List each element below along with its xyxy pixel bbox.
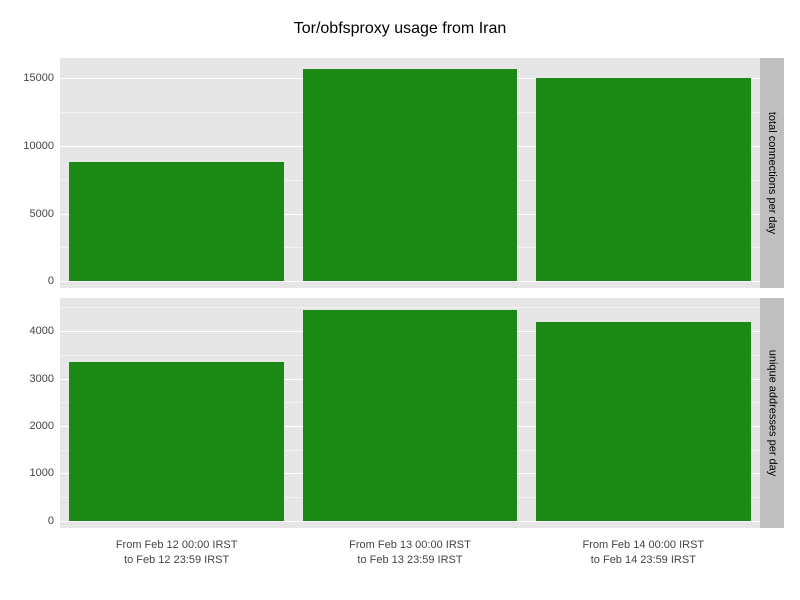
y-axis-tick: 10000 — [23, 140, 54, 152]
gridline — [60, 281, 760, 282]
y-axis-tick: 2000 — [30, 420, 54, 432]
panel-unique-addresses: 01000200030004000 — [60, 298, 760, 528]
y-axis-tick: 1000 — [30, 467, 54, 479]
strip-label: unique addresses per day — [766, 350, 778, 477]
gridline — [60, 521, 760, 522]
bar — [69, 162, 284, 281]
panel-total-connections: 050001000015000 — [60, 58, 760, 288]
bar — [303, 69, 518, 281]
x-axis-label: From Feb 13 00:00 IRSTto Feb 13 23:59 IR… — [349, 538, 471, 568]
strip-total-connections: total connections per day — [760, 58, 784, 288]
bar — [536, 78, 751, 281]
bar — [303, 310, 518, 521]
y-axis-tick: 0 — [48, 275, 54, 287]
y-axis-tick: 4000 — [30, 325, 54, 337]
plot-area: 050001000015000 total connections per da… — [60, 58, 760, 528]
strip-unique-addresses: unique addresses per day — [760, 298, 784, 528]
y-axis-tick: 5000 — [30, 208, 54, 220]
x-axis-label: From Feb 14 00:00 IRSTto Feb 14 23:59 IR… — [582, 538, 704, 568]
gridline-minor — [60, 307, 760, 308]
bar — [69, 362, 284, 521]
x-axis-label: From Feb 12 00:00 IRSTto Feb 12 23:59 IR… — [116, 538, 238, 568]
y-axis-tick: 3000 — [30, 373, 54, 385]
chart-title: Tor/obfsproxy usage from Iran — [0, 20, 800, 38]
y-axis-tick: 0 — [48, 515, 54, 527]
y-axis-tick: 15000 — [23, 72, 54, 84]
strip-label: total connections per day — [766, 112, 778, 234]
bar — [536, 322, 751, 521]
